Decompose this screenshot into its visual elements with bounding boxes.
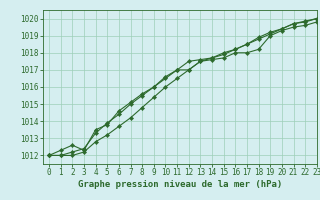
- X-axis label: Graphe pression niveau de la mer (hPa): Graphe pression niveau de la mer (hPa): [78, 180, 282, 189]
